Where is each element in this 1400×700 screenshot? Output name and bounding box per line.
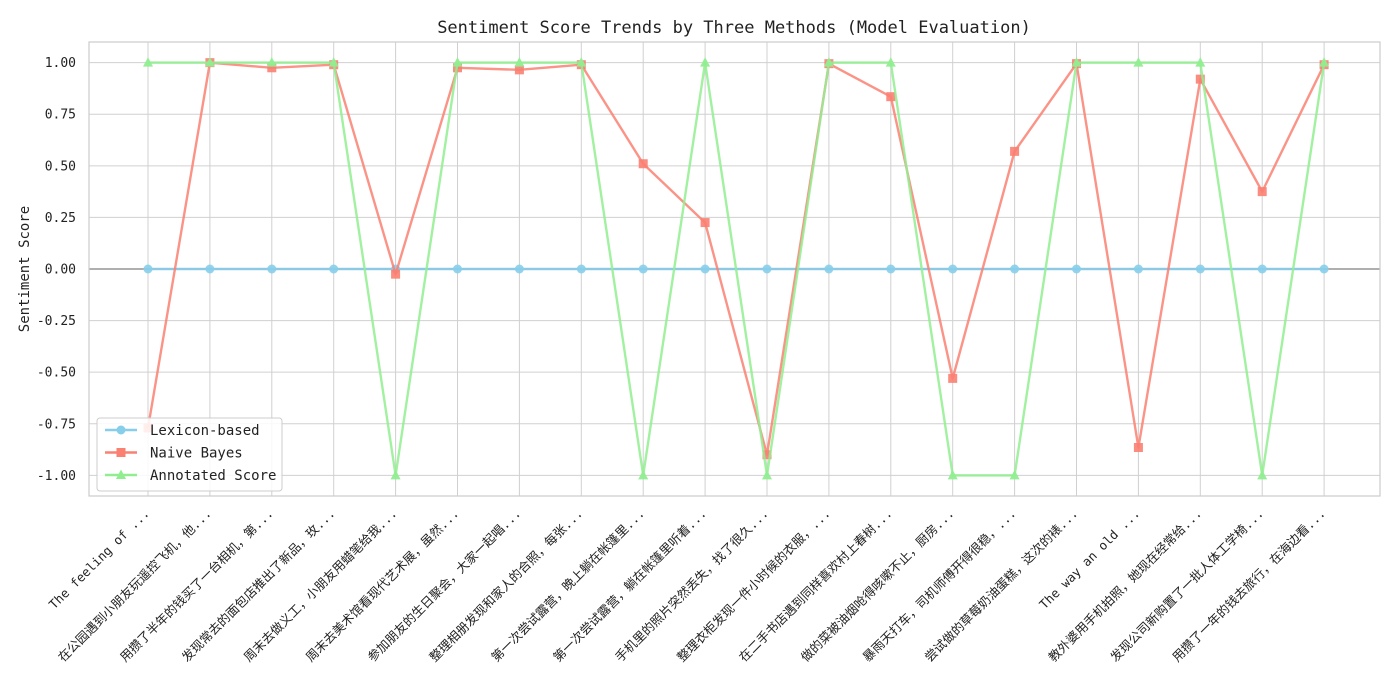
legend-label: Naive Bayes [150, 446, 243, 462]
data-point [886, 92, 896, 102]
data-point [638, 469, 649, 480]
legend-item: Annotated Score [105, 468, 276, 484]
legend-marker [116, 469, 126, 479]
y-tick-labels: -1.00 -0.75 -0.50 -0.25 0.00 0.25 0.50 0.75 1.00 [37, 56, 76, 484]
data-point [700, 264, 710, 274]
legend-label: Lexicon-based [150, 423, 260, 439]
data-point [266, 57, 277, 67]
data-point [514, 264, 524, 274]
data-point [823, 57, 834, 67]
data-point [1133, 264, 1143, 274]
legend-marker [116, 448, 126, 457]
legend-item: Lexicon-based [105, 423, 260, 439]
data-point [576, 57, 587, 67]
data-point [1319, 57, 1330, 67]
y-axis-label: Sentiment Score [17, 206, 33, 332]
data-point [1257, 187, 1267, 197]
series-group [143, 57, 1330, 480]
data-point [1195, 57, 1206, 67]
y-tick-label: -0.25 [37, 314, 76, 329]
series-naive-bayes [143, 58, 1329, 460]
x-tick-label: The feeling of ... [46, 506, 152, 612]
y-tick-label: 0.75 [45, 108, 76, 123]
y-tick-label: -1.00 [37, 469, 76, 484]
data-point [267, 63, 277, 73]
data-point [328, 57, 339, 67]
y-tick-label: -0.50 [37, 366, 76, 381]
data-point [1133, 443, 1143, 453]
data-point [700, 218, 710, 228]
data-point [390, 469, 401, 480]
data-point [1257, 469, 1268, 480]
data-point [514, 65, 524, 75]
y-tick-label: 0.25 [45, 211, 76, 226]
data-point [204, 57, 215, 67]
series-line [148, 61, 1326, 477]
data-point [329, 264, 339, 274]
y-tick-label: 0.50 [45, 159, 76, 174]
x-tick-label: The way an old ... [1036, 506, 1142, 612]
data-point [1072, 264, 1081, 274]
data-point [824, 264, 834, 274]
data-point [700, 57, 711, 67]
x-tick-labels: The feeling of ...在公园遇到小朋友玩遥控飞机，他...用攒了半… [46, 506, 1328, 665]
plot-frame [88, 41, 1381, 497]
data-point [762, 450, 772, 460]
y-tick-label: 1.00 [45, 56, 76, 71]
data-point [1071, 57, 1082, 67]
data-point [267, 264, 277, 274]
data-point [205, 264, 215, 274]
data-point [452, 57, 463, 67]
y-tick-label: 0.00 [45, 263, 76, 278]
data-point [638, 264, 648, 274]
data-point [638, 159, 648, 169]
data-point [143, 57, 153, 67]
data-point [1010, 146, 1020, 156]
data-point [1195, 74, 1205, 84]
data-point [1133, 57, 1144, 67]
chart-title: Sentiment Score Trends by Three Methods … [437, 18, 1031, 38]
data-point [1010, 264, 1020, 274]
series-annotated-score [143, 57, 1330, 480]
data-point [948, 264, 958, 274]
legend: Lexicon-based Naive Bayes Annotated Score [96, 417, 283, 492]
data-point [143, 264, 153, 274]
data-point [885, 57, 896, 67]
data-point [514, 57, 525, 67]
data-point [1009, 469, 1020, 480]
data-point [391, 269, 401, 279]
legend-item: Naive Bayes [105, 446, 243, 462]
legend-box [96, 417, 283, 492]
data-point [762, 264, 772, 274]
data-point [576, 264, 586, 274]
data-point [948, 373, 958, 383]
data-point [947, 469, 958, 480]
data-point [1257, 264, 1267, 274]
legend-label: Annotated Score [150, 468, 276, 484]
legend-marker [116, 425, 126, 435]
data-point [762, 469, 772, 480]
data-point [453, 264, 462, 274]
y-tick-label: -0.75 [37, 417, 76, 432]
data-point [886, 264, 896, 274]
series-line [146, 61, 1326, 456]
data-point [1319, 264, 1329, 274]
data-point [1195, 264, 1205, 274]
